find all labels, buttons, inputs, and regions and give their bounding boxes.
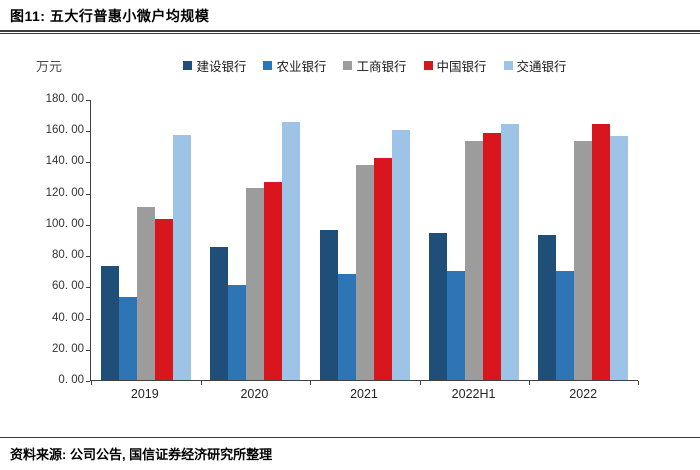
y-axis-tick — [86, 162, 90, 164]
y-axis: 180. 00 160. 00 140. 00 120. 00 100. 00 80. 0… — [0, 93, 90, 386]
y-axis-unit-label: 万元 — [36, 59, 63, 74]
y-tick-label: 40. 00 — [52, 311, 84, 324]
bar-建设银行-2022H1 — [428, 233, 447, 380]
bar-工商银行-2019 — [136, 206, 155, 380]
bar-中国银行-2022H1 — [482, 133, 501, 380]
y-tick-label: 0. 00 — [58, 374, 84, 386]
x-axis-labels: 2019 2020 2021 2022H1 2022 — [90, 387, 638, 401]
bar-农业银行-2019 — [118, 297, 137, 380]
bar-group-2022 — [529, 100, 638, 380]
x-axis-tick — [419, 381, 421, 385]
source-note: 资料来源: 公司公告, 国信证券经济研究所整理 — [10, 447, 273, 462]
x-axis-tick — [638, 381, 639, 385]
bar-中国银行-2019 — [154, 219, 173, 380]
x-axis-tick — [200, 381, 202, 385]
plot-area — [90, 100, 639, 385]
legend-item-交通银行: 交通银行 — [503, 56, 567, 75]
y-tick-label: 20. 00 — [52, 342, 84, 355]
bar-交通银行-2021 — [391, 130, 410, 380]
x-tick-label-2020: 2020 — [240, 387, 269, 401]
y-tick-label: 160. 00 — [45, 124, 84, 137]
x-axis-tick — [529, 381, 531, 385]
legend-swatch-icon — [503, 61, 513, 70]
y-axis-tick — [86, 131, 90, 133]
bar-建设银行-2022 — [538, 234, 557, 380]
bar-农业银行-2020 — [228, 284, 247, 380]
bar-中国银行-2020 — [264, 181, 283, 380]
bar-工商银行-2022 — [574, 141, 593, 380]
x-tick-label-2022H1: 2022H1 — [451, 387, 496, 401]
bar-group-2019 — [91, 100, 200, 380]
y-tick-label: 100. 00 — [45, 217, 84, 230]
y-tick-label: 120. 00 — [45, 186, 84, 199]
bar-交通银行-2019 — [172, 134, 191, 380]
legend-label: 中国银行 — [436, 60, 487, 74]
figure-title: 图11: 五大行普惠小微户均规模 — [10, 8, 210, 24]
footer-divider — [0, 437, 700, 438]
y-axis-tick — [86, 193, 90, 195]
chart-legend: 建设银行 农业银行 工商银行 中国银行 交通银行 — [90, 56, 660, 75]
y-tick-label: 80. 00 — [52, 249, 84, 262]
bar-交通银行-2022 — [610, 136, 629, 380]
y-axis-tick — [86, 318, 90, 320]
bar-建设银行-2021 — [319, 230, 338, 380]
y-axis-tick — [86, 256, 90, 258]
x-axis-tick — [91, 381, 92, 385]
legend-item-中国银行: 中国银行 — [423, 56, 487, 75]
x-tick-label-2022: 2022 — [569, 387, 598, 401]
bar-建设银行-2019 — [100, 266, 119, 380]
legend-swatch-icon — [263, 61, 273, 70]
legend-label: 交通银行 — [516, 60, 567, 74]
bar-工商银行-2021 — [355, 164, 374, 380]
bar-group-2021 — [310, 100, 419, 380]
y-axis-tick — [86, 349, 90, 351]
legend-label: 农业银行 — [276, 60, 327, 74]
bar-group-2020 — [200, 100, 309, 380]
bar-group-2022H1 — [419, 100, 528, 380]
legend-item-工商银行: 工商银行 — [343, 56, 407, 75]
y-axis-tick — [86, 381, 90, 382]
legend-label: 工商银行 — [356, 60, 407, 74]
title-divider — [0, 30, 700, 34]
legend-swatch-icon — [343, 61, 353, 70]
legend-label: 建设银行 — [196, 60, 247, 74]
y-tick-label: 60. 00 — [52, 280, 84, 293]
legend-item-农业银行: 农业银行 — [263, 56, 326, 75]
bar-农业银行-2022 — [556, 270, 575, 380]
bar-农业银行-2021 — [337, 273, 356, 380]
bar-农业银行-2022H1 — [446, 270, 465, 380]
bar-中国银行-2022 — [592, 123, 611, 380]
x-tick-label-2019: 2019 — [130, 387, 159, 401]
bar-交通银行-2020 — [282, 122, 301, 380]
y-axis-tick — [86, 287, 90, 289]
y-axis-tick — [86, 100, 90, 101]
bar-工商银行-2022H1 — [464, 141, 483, 380]
y-tick-label: 180. 00 — [45, 93, 84, 105]
bar-工商银行-2020 — [246, 187, 265, 380]
bar-建设银行-2020 — [210, 247, 229, 380]
legend-swatch-icon — [183, 61, 193, 70]
legend-swatch-icon — [423, 61, 433, 70]
bar-交通银行-2022H1 — [500, 123, 519, 380]
x-tick-label-2021: 2021 — [350, 387, 378, 401]
x-axis-tick — [310, 381, 312, 385]
legend-item-建设银行: 建设银行 — [183, 56, 246, 75]
bar-中国银行-2021 — [373, 158, 392, 380]
y-axis-tick — [86, 224, 90, 226]
y-tick-label: 140. 00 — [45, 155, 84, 168]
